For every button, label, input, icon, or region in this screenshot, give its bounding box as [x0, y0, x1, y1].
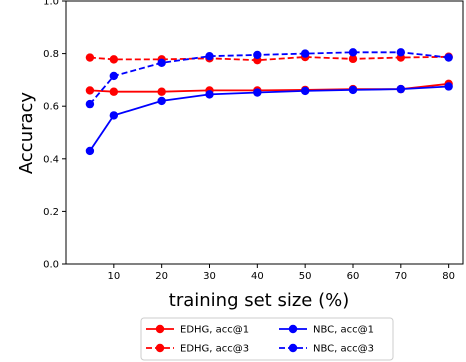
- legend-label: NBC, acc@1: [313, 325, 374, 336]
- series-3: [85, 48, 453, 109]
- data-point: [85, 86, 95, 95]
- series-line: [89, 85, 449, 152]
- data-point: [109, 55, 119, 64]
- data-point: [157, 96, 166, 106]
- data-point: [157, 58, 166, 68]
- data-point: [300, 86, 310, 96]
- x-tick-label: 80: [442, 271, 455, 282]
- legend-label: EDHG, acc@3: [180, 344, 249, 355]
- x-tick-label: 60: [347, 271, 360, 282]
- x-tick-label: 30: [203, 271, 216, 282]
- data-point: [109, 87, 119, 96]
- x-tick-label: 50: [299, 271, 312, 282]
- legend-label: NBC, acc@3: [313, 344, 374, 355]
- data-point: [253, 88, 262, 97]
- data-point: [109, 111, 119, 120]
- data-point: [85, 99, 95, 109]
- legend: EDHG, acc@1 EDHG, acc@3 NBC, acc@1 NBC, acc…: [140, 317, 394, 361]
- data-point: [157, 87, 166, 96]
- x-tick-label: 40: [251, 271, 264, 282]
- data-point: [253, 50, 262, 60]
- legend-swatch-marker: [155, 324, 165, 334]
- plot-frame: [65, 0, 464, 265]
- data-point: [85, 53, 95, 62]
- legend-swatch-marker: [288, 324, 298, 334]
- data-point: [109, 71, 119, 81]
- data-point: [348, 54, 358, 64]
- y-tick-label: 0.2: [43, 207, 59, 218]
- data-point: [348, 48, 358, 57]
- y-axis-title: Accuracy: [16, 92, 37, 175]
- series-line: [89, 51, 449, 105]
- data-point: [396, 48, 406, 57]
- x-tick-label: 10: [107, 271, 120, 282]
- data-point: [300, 49, 310, 58]
- y-tick-label: 0.6: [43, 102, 59, 113]
- x-axis-title: training set size (%): [169, 290, 349, 311]
- data-point: [85, 146, 95, 156]
- legend-swatch-marker: [288, 343, 298, 353]
- x-tick-label: 70: [394, 271, 407, 282]
- x-tick-label: 20: [155, 271, 168, 282]
- data-point: [396, 84, 406, 94]
- y-tick-label: 0.0: [43, 260, 59, 271]
- data-point: [205, 90, 214, 99]
- y-tick-label: 0.4: [43, 154, 59, 165]
- data-point: [205, 52, 214, 61]
- data-point: [348, 85, 358, 95]
- series-line: [89, 82, 449, 93]
- y-tick-label: 0.8: [43, 49, 59, 60]
- data-point: [444, 53, 453, 62]
- legend-swatch-marker: [155, 343, 165, 353]
- legend-box: [140, 317, 394, 361]
- legend-label: EDHG, acc@1: [180, 325, 249, 336]
- data-point: [444, 82, 453, 91]
- series-line: [89, 55, 449, 62]
- series-2: [85, 82, 453, 156]
- y-tick-label: 1.0: [43, 0, 59, 8]
